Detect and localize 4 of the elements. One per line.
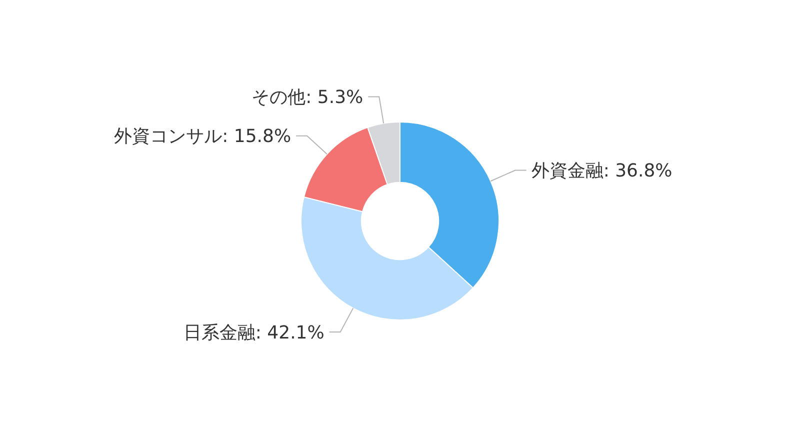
slice-label: 外資コンサル: 15.8% (114, 126, 292, 148)
slice-label: その他: 5.3% (252, 87, 364, 108)
slice-label: 外資金融: 36.8% (531, 160, 672, 182)
slice-label: 日系金融: 42.1% (183, 322, 324, 344)
